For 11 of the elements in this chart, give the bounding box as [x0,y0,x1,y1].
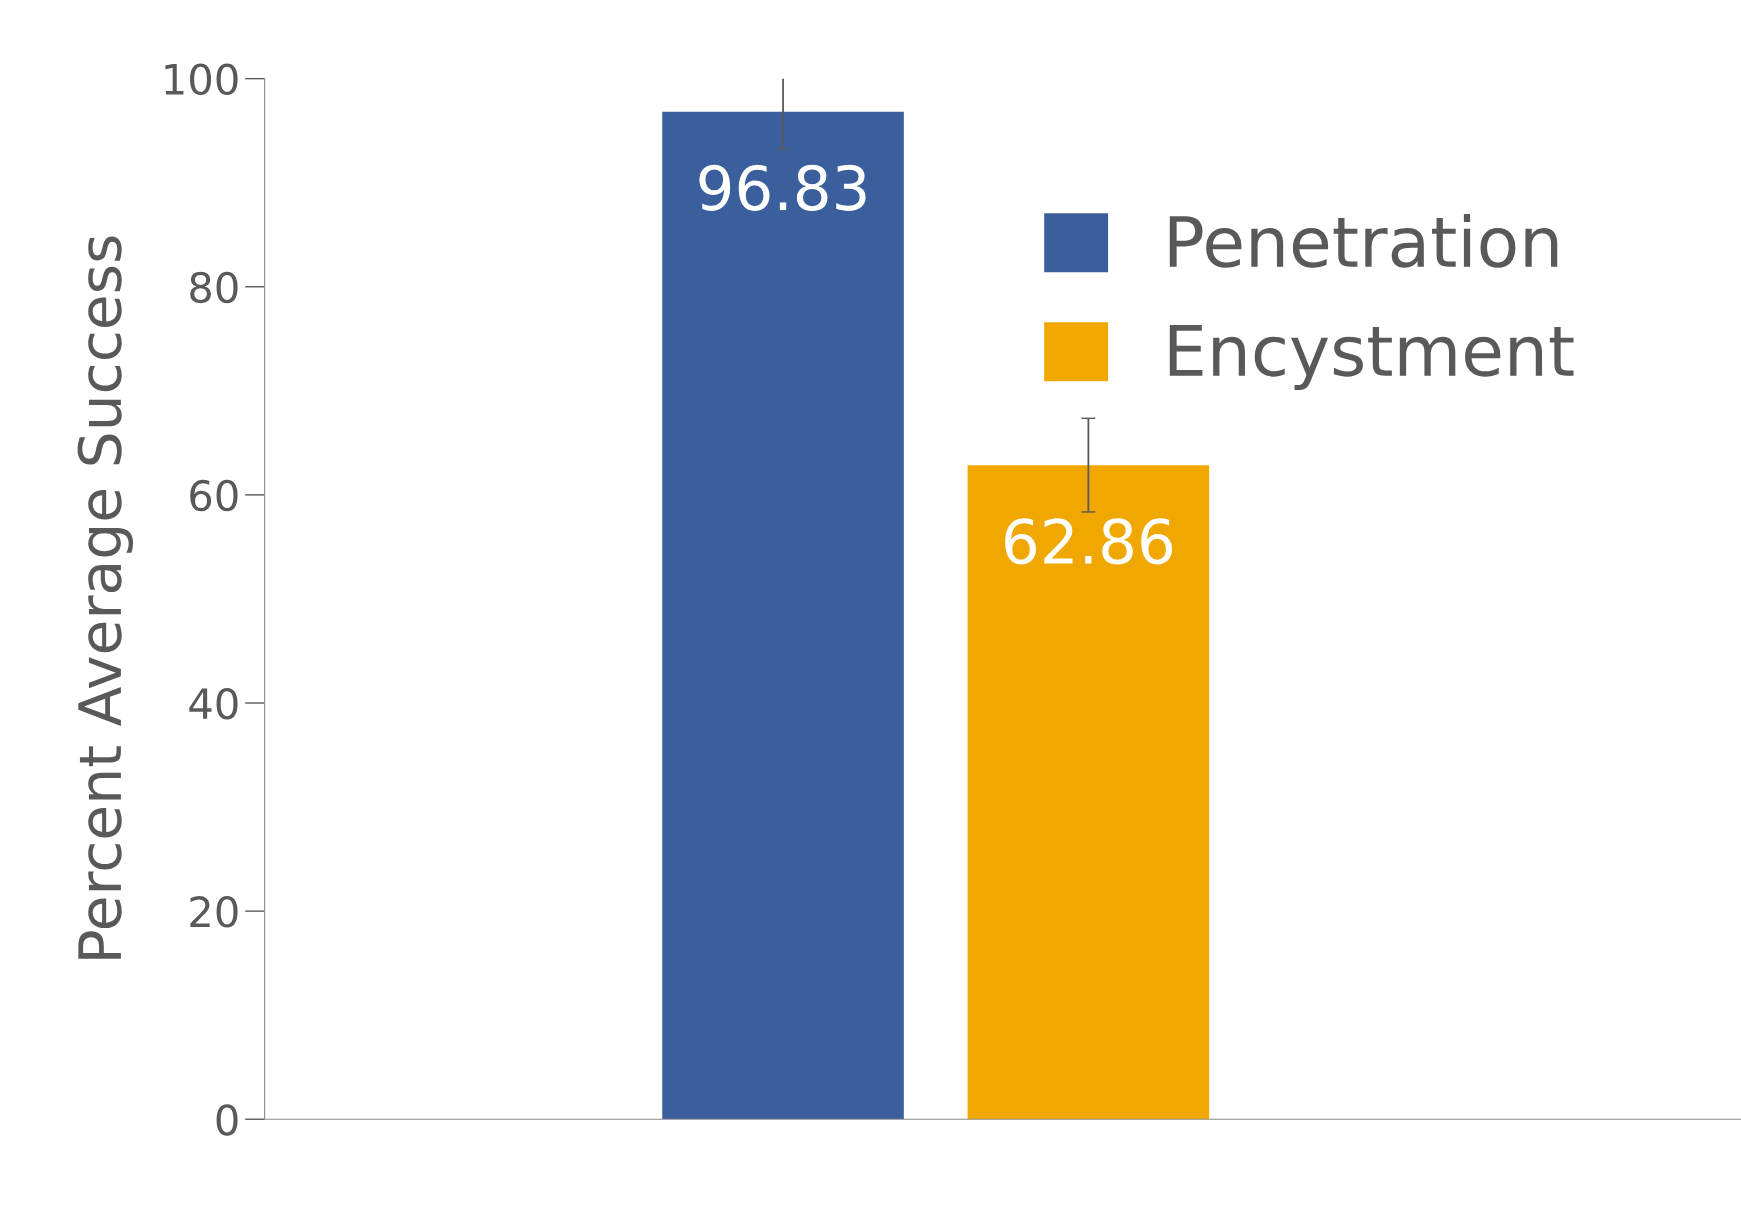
y-tick-label: 80 [190,271,238,304]
y-axis-title: Percent Average Success [77,236,134,959]
data-label: 96.83 [699,164,866,211]
data-label: 62.86 [1005,518,1172,565]
y-tick-label: 100 [165,63,238,96]
y-tick-label: 20 [190,896,238,928]
y-tick-label: 60 [190,479,238,512]
legend-label: Penetration [1169,214,1558,268]
y-tick-label: 0 [216,1104,238,1136]
y-tick-label: 40 [189,687,238,720]
legend-label: Encystment [1169,325,1574,391]
